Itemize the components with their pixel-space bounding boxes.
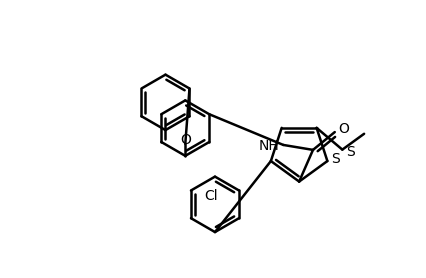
Text: O: O (338, 122, 349, 136)
Text: S: S (345, 145, 354, 159)
Text: O: O (179, 133, 190, 147)
Text: NH: NH (258, 139, 279, 153)
Text: Cl: Cl (204, 188, 217, 202)
Text: S: S (330, 152, 339, 166)
